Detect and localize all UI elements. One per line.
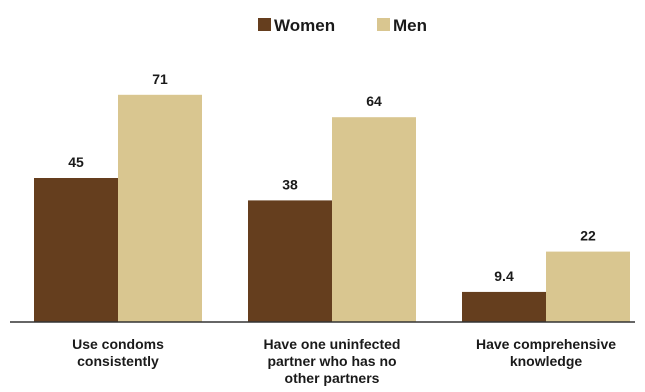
legend: Women Men [258,16,427,35]
category-label-line: Have comprehensive [476,336,616,352]
value-label-women-2: 38 [282,176,298,192]
legend-swatch-men [377,18,390,31]
bar-women-2 [248,200,332,322]
value-label-men-3: 22 [580,228,596,244]
category-label-line: Use condoms [72,336,164,352]
legend-swatch-women [258,18,271,31]
legend-label-men: Men [393,16,427,35]
value-labels: 45 71 38 64 9.4 22 [68,71,596,284]
value-label-women-1: 45 [68,154,84,170]
category-label-line: partner who has no [267,353,396,369]
bars [34,94,630,322]
bar-women-1 [34,178,118,322]
legend-label-women: Women [274,16,335,35]
bar-men-2 [332,117,416,322]
category-label-line: Have one uninfected [264,336,401,352]
bar-women-3 [462,291,546,322]
category-label-line: other partners [285,370,380,386]
bar-men-1 [118,94,202,322]
category-label-line: knowledge [510,353,583,369]
bar-men-3 [546,251,630,322]
value-label-men-2: 64 [366,93,382,109]
category-label-line: consistently [77,353,159,369]
value-label-women-3: 9.4 [494,268,514,284]
value-label-men-1: 71 [152,71,168,87]
